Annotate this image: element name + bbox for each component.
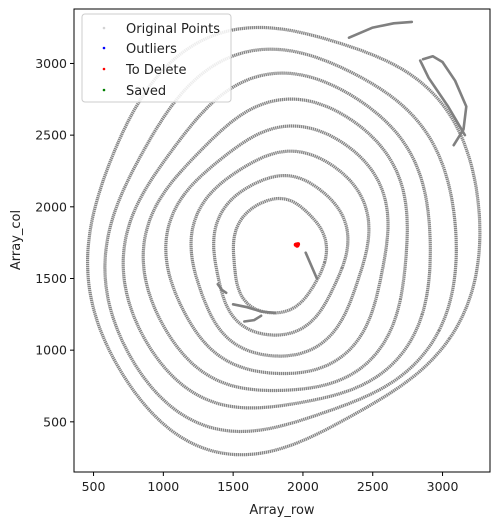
to-delete-point [296,242,301,247]
y-tick-label: 2500 [35,128,67,143]
original-points-trace [304,251,319,280]
legend-marker-to-delete [102,67,106,71]
axes-frame [73,8,491,473]
original-points-trace [243,314,263,323]
original-points-trace [421,55,468,147]
legend: Original Points Outliers To Delete Saved [81,13,232,103]
original-points-ring [121,71,432,410]
x-tick-label: 3000 [427,479,459,494]
x-tick-label: 1000 [147,479,179,494]
x-axis-label: Array_row [249,503,315,518]
y-axis-label: Array_col [9,210,24,270]
original-points-trace [418,59,467,137]
original-points-ring [164,124,390,376]
y-tick-label: 500 [43,414,67,429]
y-tick-label: 2000 [35,199,67,214]
x-tick-label: 500 [82,479,106,494]
legend-label-saved: Saved [126,84,166,99]
x-tick-label: 2500 [357,479,389,494]
legend-marker-original [102,26,106,30]
original-points-trace [347,20,414,39]
y-tick-label: 1000 [35,343,67,358]
legend-label-to-delete: To Delete [125,63,187,78]
x-axis-ticks: 500 1000 1500 2000 2500 3000 [82,472,459,494]
data-layer [86,20,482,457]
y-tick-label: 1500 [35,271,67,286]
original-points-ring [86,25,482,457]
original-points-ring [212,174,350,337]
original-points-ring [103,47,458,434]
y-tick-label: 3000 [35,56,67,71]
legend-label-outliers: Outliers [126,42,177,57]
legend-marker-outliers [102,46,106,50]
original-points-ring [189,149,371,358]
original-points-ring [231,196,329,315]
original-points-trace [231,303,277,315]
original-points-ring [141,97,409,393]
original-points-trace [216,282,228,295]
legend-label-original: Original Points [126,22,220,37]
legend-marker-saved [102,88,106,92]
x-tick-label: 1500 [217,479,249,494]
legend-box [81,13,232,103]
y-axis-ticks: 500 1000 1500 2000 2500 3000 [35,56,74,429]
x-tick-label: 2000 [287,479,319,494]
